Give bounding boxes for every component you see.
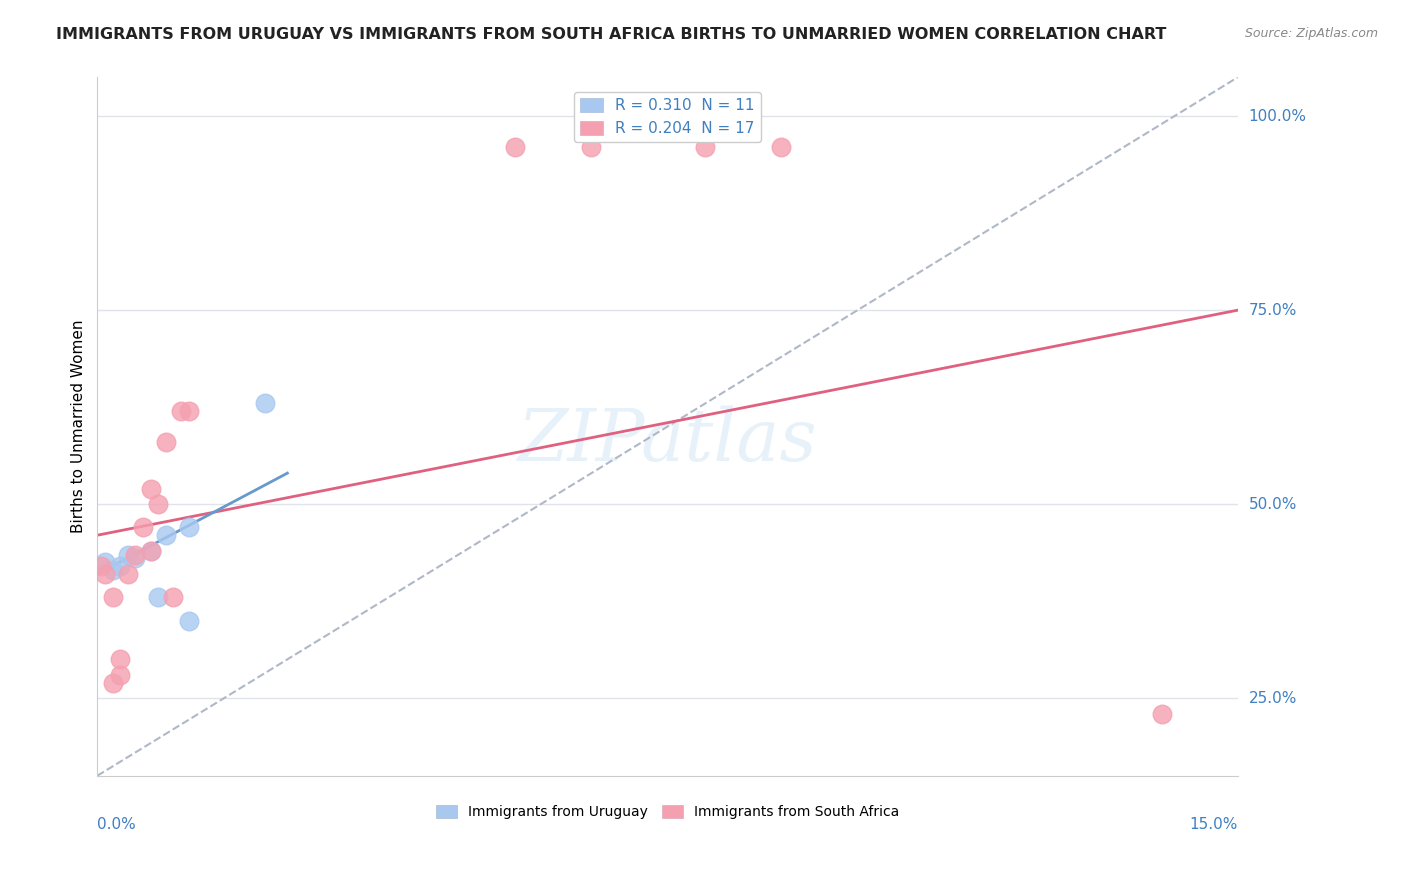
Point bbox=[108, 668, 131, 682]
Point bbox=[505, 140, 527, 154]
Point bbox=[108, 559, 131, 574]
Point bbox=[124, 551, 146, 566]
Point bbox=[146, 497, 169, 511]
Point bbox=[1150, 706, 1173, 721]
Point bbox=[117, 567, 139, 582]
Text: 25.0%: 25.0% bbox=[1249, 690, 1296, 706]
Point bbox=[139, 543, 162, 558]
Point bbox=[581, 140, 603, 154]
Text: IMMIGRANTS FROM URUGUAY VS IMMIGRANTS FROM SOUTH AFRICA BIRTHS TO UNMARRIED WOME: IMMIGRANTS FROM URUGUAY VS IMMIGRANTS FR… bbox=[56, 27, 1167, 42]
Point bbox=[170, 404, 193, 418]
Y-axis label: Births to Unmarried Women: Births to Unmarried Women bbox=[72, 320, 86, 533]
Point bbox=[124, 548, 146, 562]
Point bbox=[101, 675, 124, 690]
Point bbox=[139, 543, 162, 558]
Point bbox=[177, 520, 200, 534]
Point bbox=[253, 396, 276, 410]
Point bbox=[108, 652, 131, 666]
Point bbox=[162, 591, 184, 605]
Point bbox=[155, 528, 177, 542]
Text: Source: ZipAtlas.com: Source: ZipAtlas.com bbox=[1244, 27, 1378, 40]
Point bbox=[101, 591, 124, 605]
Legend: Immigrants from Uruguay, Immigrants from South Africa: Immigrants from Uruguay, Immigrants from… bbox=[430, 799, 904, 824]
Text: 75.0%: 75.0% bbox=[1249, 302, 1296, 318]
Point bbox=[94, 555, 117, 569]
Point bbox=[177, 404, 200, 418]
Point bbox=[695, 140, 717, 154]
Text: 0.0%: 0.0% bbox=[97, 817, 136, 832]
Point bbox=[94, 567, 117, 582]
Point bbox=[177, 614, 200, 628]
Text: 15.0%: 15.0% bbox=[1189, 817, 1237, 832]
Point bbox=[101, 563, 124, 577]
Text: 50.0%: 50.0% bbox=[1249, 497, 1296, 512]
Text: 100.0%: 100.0% bbox=[1249, 109, 1306, 124]
Point bbox=[117, 548, 139, 562]
Point bbox=[155, 435, 177, 450]
Text: ZIPatlas: ZIPatlas bbox=[517, 405, 817, 475]
Point bbox=[132, 520, 155, 534]
Point bbox=[146, 591, 169, 605]
Point bbox=[139, 482, 162, 496]
Point bbox=[770, 140, 793, 154]
Point bbox=[90, 559, 112, 574]
